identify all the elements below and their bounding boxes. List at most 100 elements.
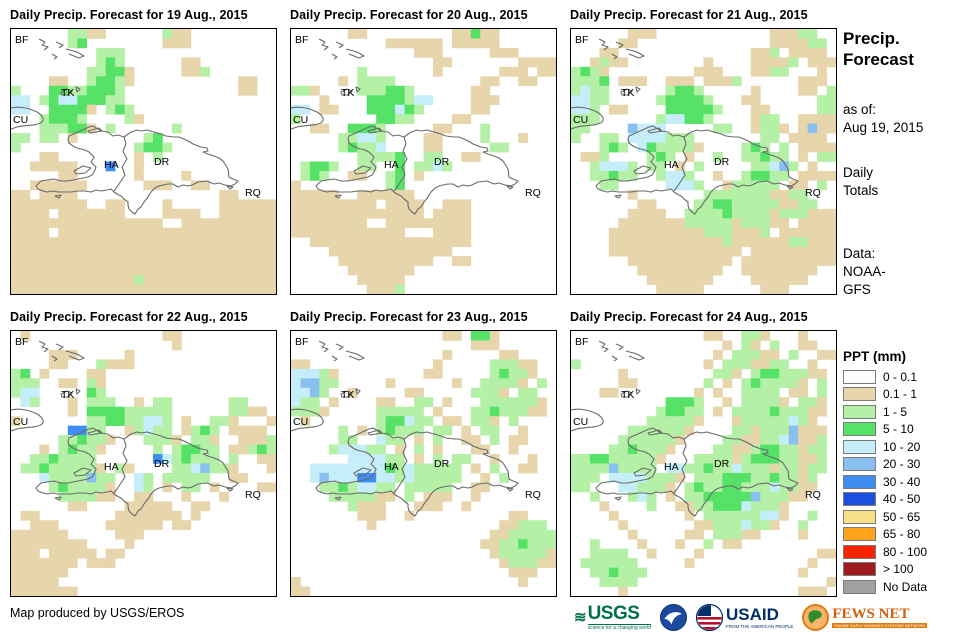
usgs-logo: ≋ USGS science for a changing world (574, 604, 651, 631)
noaa-seal-icon (659, 603, 687, 631)
legend-label: 5 - 10 (883, 422, 914, 436)
usaid-logo: USAID FROM THE AMERICAN PEOPLE (695, 603, 794, 631)
map-region-label: CU (573, 114, 588, 126)
map-region-label: BF (575, 34, 588, 46)
map-region-label: DR (714, 458, 730, 470)
map-panel-19aug: Daily Precip. Forecast for 19 Aug., 2015… (10, 5, 277, 295)
map-region-label: BF (15, 34, 28, 46)
map-region-label: TK (621, 389, 634, 401)
map-region-label: TK (61, 87, 74, 99)
legend-label: 65 - 80 (883, 527, 921, 541)
usgs-wave-icon: ≋ (574, 609, 587, 626)
legend-label: No Data (883, 579, 928, 594)
as-of-text: as of: Aug 19, 2015 (843, 102, 924, 135)
precip-map-24aug: BF TK CU HA DR RQ (570, 330, 837, 597)
map-region-label: BF (295, 34, 308, 46)
precip-grid: BF TK CU HA DR RQ (291, 331, 556, 596)
precip-map-19aug: BF TK CU HA DR RQ (10, 28, 277, 295)
map-region-label: BF (295, 336, 308, 348)
legend-label: 80 - 100 (883, 544, 928, 559)
panel-title: Daily Precip. Forecast for 21 Aug., 2015 (570, 8, 808, 22)
legend-label: 30 - 40 (883, 474, 921, 489)
map-panel-20aug: Daily Precip. Forecast for 20 Aug., 2015… (290, 5, 557, 295)
map-region-label: BF (15, 336, 28, 348)
map-region-label: RQ (245, 489, 261, 501)
map-region-label: HA (664, 159, 679, 171)
map-region-label: BF (575, 336, 588, 348)
panel-title: Daily Precip. Forecast for 20 Aug., 2015 (290, 8, 528, 22)
legend-swatch (843, 439, 876, 454)
usgs-logo-text: USGS (587, 602, 640, 624)
precip-map-23aug: BF TK CU HA DR RQ (290, 330, 557, 597)
precip-grid: BF TK CU HA DR RQ (11, 29, 276, 294)
legend-swatch (843, 562, 876, 576)
map-region-label: DR (714, 156, 730, 168)
legend-item: 5 - 10 (843, 422, 927, 436)
map-region-label: RQ (525, 489, 541, 501)
totals-text: Daily Totals (843, 165, 879, 198)
panel-title: Daily Precip. Forecast for 19 Aug., 2015 (10, 8, 248, 22)
legend-item: 30 - 40 (843, 474, 927, 489)
precip-grid: BF TK CU HA DR RQ (291, 29, 556, 294)
legend-label: 0.1 - 1 (883, 387, 918, 401)
fewsnet-logo: FEWS NET FAMINE EARLY WARNING SYSTEMS NE… (802, 603, 928, 631)
precip-grid: BF TK CU HA DR RQ (571, 331, 836, 596)
legend-item: 20 - 30 (843, 457, 927, 471)
precip-map-22aug: BF TK CU HA DR RQ (10, 330, 277, 597)
legend-swatch (843, 457, 876, 471)
legend-item: 50 - 65 (843, 509, 927, 524)
panel-title: Daily Precip. Forecast for 24 Aug., 2015 (570, 310, 808, 324)
legend-item: 0.1 - 1 (843, 387, 927, 401)
map-region-label: RQ (805, 187, 821, 199)
legend-label: 50 - 65 (883, 509, 921, 524)
map-region-label: RQ (525, 187, 541, 199)
legend-item: 65 - 80 (843, 527, 927, 541)
data-source-text: Data: NOAA- GFS (843, 246, 886, 297)
precip-grid: BF TK CU HA DR RQ (571, 29, 836, 294)
map-region-label: TK (341, 389, 354, 401)
legend-label: 10 - 20 (883, 439, 921, 454)
fewsnet-tagline: FAMINE EARLY WARNING SYSTEMS NETWORK (832, 622, 928, 628)
map-region-label: CU (293, 114, 308, 126)
map-region-label: CU (13, 416, 28, 428)
map-region-label: HA (664, 461, 679, 473)
map-region-label: DR (154, 156, 170, 168)
noaa-logo (659, 603, 687, 631)
usaid-seal-icon (695, 603, 723, 631)
legend-label: 1 - 5 (883, 404, 908, 419)
legend-item: > 100 (843, 562, 927, 576)
legend-swatch (843, 492, 876, 506)
map-panel-23aug: Daily Precip. Forecast for 23 Aug., 2015… (290, 307, 557, 597)
precip-grid: BF TK CU HA DR RQ (11, 331, 276, 596)
info-sidebar: Precip. Forecast as of: Aug 19, 2015 Dai… (843, 0, 967, 635)
legend-swatch (843, 527, 876, 541)
legend-swatch (843, 422, 876, 436)
legend-label: 40 - 50 (883, 492, 921, 506)
map-panel-24aug: Daily Precip. Forecast for 24 Aug., 2015… (570, 307, 837, 597)
map-region-label: RQ (805, 489, 821, 501)
map-region-label: DR (434, 156, 450, 168)
map-region-label: CU (573, 416, 588, 428)
legend-item: 80 - 100 (843, 544, 928, 559)
legend-swatch (843, 387, 876, 401)
map-credit: Map produced by USGS/EROS (10, 606, 185, 620)
usaid-tagline: FROM THE AMERICAN PEOPLE (725, 623, 794, 629)
legend-swatch (843, 509, 876, 524)
panel-title: Daily Precip. Forecast for 22 Aug., 2015 (10, 310, 248, 324)
legend-swatch (843, 544, 876, 559)
legend-label: > 100 (883, 562, 914, 576)
map-region-label: DR (434, 458, 450, 470)
map-region-label: RQ (245, 187, 261, 199)
legend-item: 40 - 50 (843, 492, 927, 506)
map-region-label: HA (384, 461, 399, 473)
usgs-tagline: science for a changing world (587, 623, 651, 631)
precip-map-21aug: BF TK CU HA DR RQ (570, 28, 837, 295)
map-region-label: TK (61, 389, 74, 401)
map-region-label: HA (104, 461, 119, 473)
agency-logos: ≋ USGS science for a changing world USAI… (574, 601, 936, 633)
map-region-label: CU (13, 114, 28, 126)
sidebar-title: Precip. Forecast (843, 29, 914, 70)
legend-item: 0 - 0.1 (843, 369, 927, 384)
map-panel-22aug: Daily Precip. Forecast for 22 Aug., 2015… (10, 307, 277, 597)
map-region-label: HA (384, 159, 399, 171)
